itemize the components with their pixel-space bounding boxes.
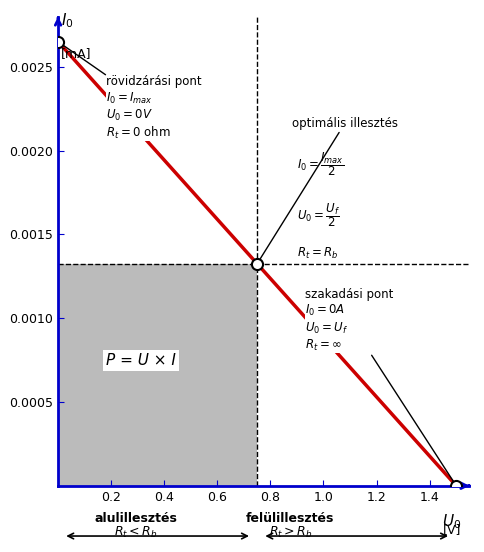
Text: szakadási pont
$I_0 = 0A$
$U_0 = U_f$
$R_t = \infty$: szakadási pont $I_0 = 0A$ $U_0 = U_f$ $R… xyxy=(305,288,454,484)
Text: $R_t < R_b$: $R_t < R_b$ xyxy=(114,524,157,539)
Text: [mA]: [mA] xyxy=(60,47,91,60)
Text: alulillesztés: alulillesztés xyxy=(94,512,177,524)
Text: P = U × I: P = U × I xyxy=(106,353,176,368)
Text: [V]: [V] xyxy=(443,523,462,535)
Bar xyxy=(58,264,257,486)
Text: $U_0$: $U_0$ xyxy=(442,513,462,531)
Text: rövidzárási pont
$I_0 = I_{max}$
$U_0 = 0V$
$R_t = 0$ ohm: rövidzárási pont $I_0 = I_{max}$ $U_0 = … xyxy=(60,43,201,141)
Text: optimális illesztés: optimális illesztés xyxy=(258,117,398,261)
Text: felülillesztés: felülillesztés xyxy=(246,512,334,524)
Text: $U_0 = \dfrac{U_f}{2}$: $U_0 = \dfrac{U_f}{2}$ xyxy=(297,201,340,229)
Text: $R_t > R_b$: $R_t > R_b$ xyxy=(269,524,312,539)
Text: $R_t = R_b$: $R_t = R_b$ xyxy=(297,246,338,261)
Text: $I_0$: $I_0$ xyxy=(60,11,74,30)
Text: $I_0 = \dfrac{I_{max}}{2}$: $I_0 = \dfrac{I_{max}}{2}$ xyxy=(297,151,344,178)
